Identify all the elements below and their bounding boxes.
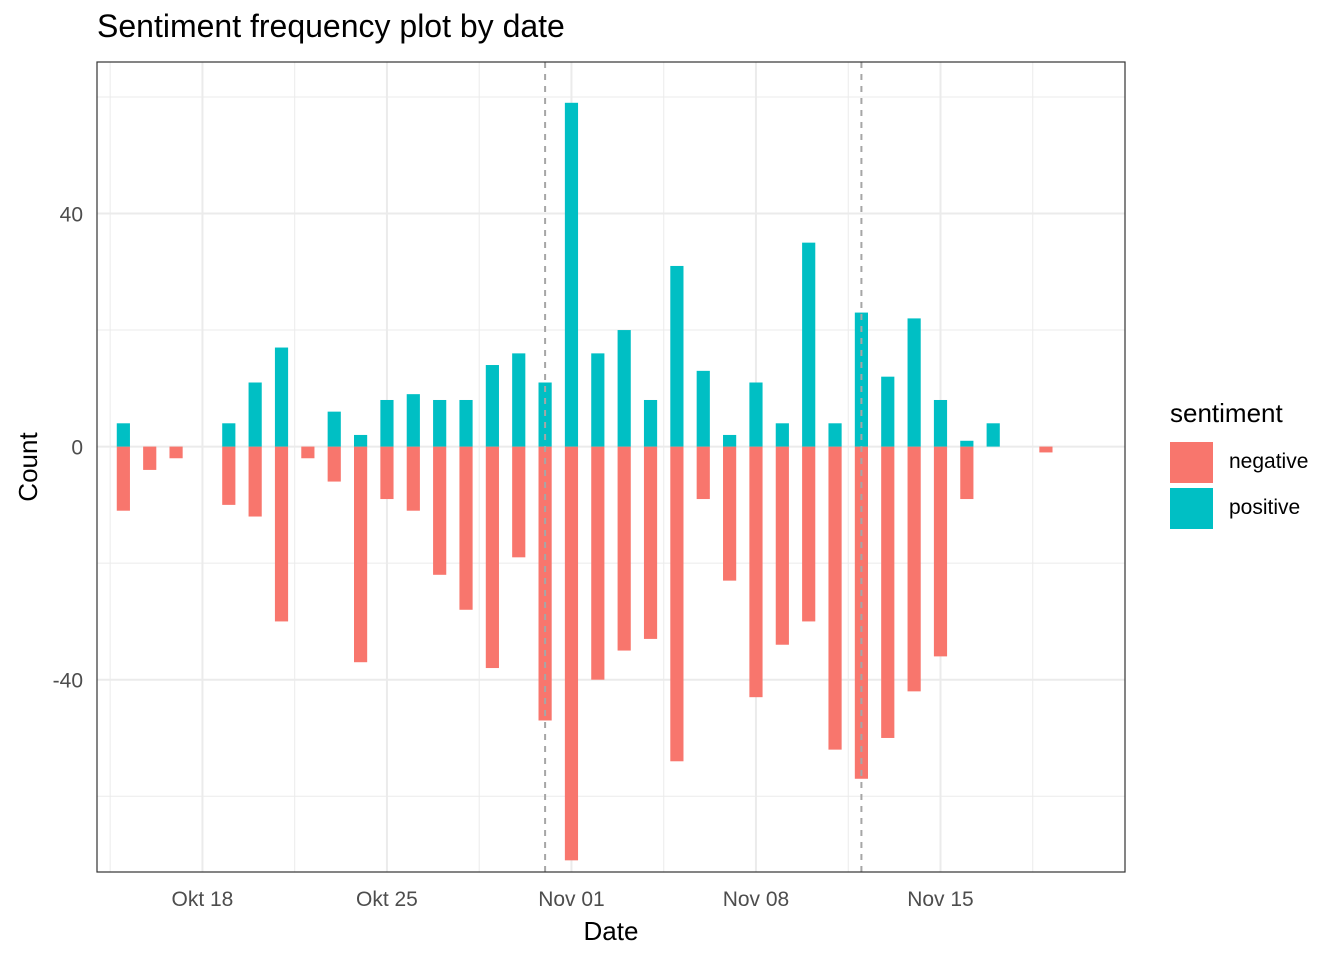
bar-positive [274, 347, 289, 447]
y-tick-label: -40 [53, 670, 83, 693]
bar-negative [512, 446, 526, 558]
bar-negative [485, 446, 499, 669]
bar-positive [907, 318, 921, 447]
bar-negative [564, 446, 579, 861]
bar-negative [696, 446, 710, 500]
x-axis-title: Date [584, 916, 639, 946]
legend-item-positive: positive [1170, 485, 1308, 531]
bar-positive [459, 399, 473, 447]
x-tick-label: Okt 18 [171, 888, 233, 911]
bar-positive [116, 423, 130, 447]
bar-negative [327, 446, 341, 482]
bar-negative [143, 446, 157, 470]
bar-positive [828, 423, 842, 447]
bar-positive [723, 434, 737, 447]
bar-positive [591, 353, 605, 447]
bar-negative [459, 446, 473, 610]
bar-positive [380, 399, 394, 447]
bar-positive [881, 376, 895, 447]
bar-negative [881, 446, 895, 738]
x-tick-label: Okt 25 [356, 888, 418, 911]
legend-label-positive: positive [1229, 496, 1301, 519]
legend-swatch-positive [1170, 487, 1213, 529]
bar-positive [248, 382, 262, 447]
bar-positive [775, 423, 789, 447]
legend-swatch-negative [1170, 441, 1213, 483]
y-tick-label: 40 [60, 204, 83, 227]
bar-negative [433, 446, 447, 575]
x-tick-label: Nov 08 [723, 888, 790, 911]
bar-positive [512, 353, 526, 447]
bar-negative [1039, 446, 1053, 453]
bar-negative [591, 446, 605, 680]
bar-negative [617, 446, 631, 651]
bar-positive [433, 399, 447, 447]
bar-negative [907, 446, 921, 692]
bar-positive [643, 399, 658, 447]
bar-positive [986, 423, 1000, 447]
legend-item-negative: negative [1170, 439, 1308, 485]
y-tick-label: 0 [71, 437, 83, 460]
bar-negative [643, 446, 658, 639]
bar-positive [933, 399, 948, 447]
y-axis-title: Count [13, 432, 43, 502]
bar-positive [749, 382, 763, 447]
bar-positive [960, 440, 974, 447]
bar-negative [775, 446, 789, 645]
bar-negative [301, 446, 315, 459]
panel-border [96, 61, 1126, 873]
bar-negative [248, 446, 262, 517]
legend-label-negative: negative [1229, 450, 1309, 473]
x-tick-label: Nov 15 [907, 888, 974, 911]
bar-negative [354, 446, 368, 663]
bar-positive [222, 423, 236, 447]
bar-negative [723, 446, 737, 581]
bar-positive [696, 370, 710, 447]
bar-positive [485, 365, 499, 447]
bar-negative [828, 446, 842, 750]
bar-negative [380, 446, 394, 500]
bar-negative [802, 446, 816, 622]
bar-positive [354, 434, 368, 447]
bar-negative [116, 446, 130, 511]
bar-positive [802, 242, 816, 447]
bar-negative [274, 446, 289, 622]
bar-negative [222, 446, 236, 505]
bar-negative [933, 446, 948, 657]
bar-positive [327, 411, 341, 447]
legend-title: sentiment [1170, 398, 1283, 428]
bar-positive [564, 102, 579, 447]
bar-negative [169, 446, 183, 459]
legend: sentiment negative positive [1170, 398, 1308, 531]
bar-positive [670, 265, 684, 447]
bar-negative [670, 446, 684, 762]
bar-positive [617, 330, 631, 447]
bar-negative [854, 446, 868, 779]
chart-title: Sentiment frequency plot by date [97, 8, 565, 44]
bar-negative [749, 446, 763, 698]
bar-negative [406, 446, 420, 511]
bar-negative [960, 446, 974, 500]
x-tick-label: Nov 01 [538, 888, 605, 911]
bar-positive [406, 394, 420, 447]
